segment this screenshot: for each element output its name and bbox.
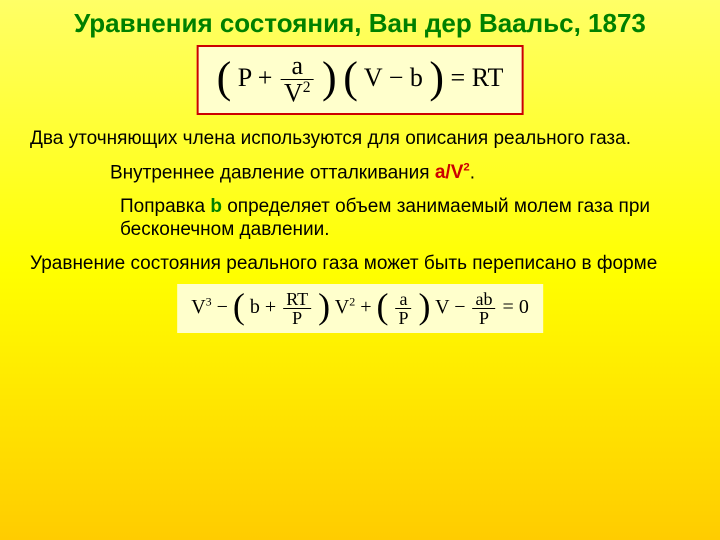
p2-post: .: [470, 162, 475, 183]
p3-pre: Поправка: [120, 196, 210, 217]
paragraph-4: Уравнение состояния реального газа может…: [30, 252, 690, 276]
p3-b: b: [210, 196, 222, 217]
lparen-icon-4: (: [377, 292, 389, 321]
p2-pre: Внутреннее давление отталкивания: [110, 162, 435, 183]
eq2-frac-RTP: RT P: [283, 290, 311, 327]
eq1-minus: −: [389, 63, 404, 92]
eq2-b: b: [250, 296, 260, 318]
eq2-V2: V2: [335, 296, 355, 318]
eq2-minus2: −: [454, 296, 465, 318]
eq1-b: b: [410, 63, 423, 92]
eq2-V: V: [435, 296, 449, 318]
eq2-P3: P: [473, 309, 496, 327]
eq1-V2: V2: [281, 80, 314, 107]
eq2-a: a: [396, 290, 412, 309]
eq1-V: V: [364, 63, 382, 92]
eq1-P: P: [238, 63, 252, 92]
paragraph-3: Поправка b определяет объем занимаемый м…: [120, 195, 680, 243]
eq1-plus: +: [258, 63, 273, 92]
page-title: Уравнения состояния, Ван дер Ваальс, 187…: [0, 0, 720, 39]
rparen-icon-4: ): [419, 292, 431, 321]
eq2-P1: P: [283, 309, 311, 327]
p2-term: a/V2: [435, 162, 470, 183]
lparen-icon-2: (: [343, 60, 358, 95]
eq2-zero: 0: [519, 296, 529, 318]
eq2-ab: ab: [473, 290, 496, 309]
equation-2: V3 − ( b + RT P ) V2 + ( a P ) V − ab P …: [191, 296, 529, 318]
paragraph-1: Два уточняющих члена используются для оп…: [30, 127, 690, 151]
equation-1-box: ( P + a V2 ) ( V − b ) = RT: [197, 45, 524, 115]
eq1-RT: RT: [472, 63, 504, 92]
rparen-icon-3: ): [318, 292, 330, 321]
eq2-eq: =: [503, 296, 514, 318]
equation-2-box: V3 − ( b + RT P ) V2 + ( a P ) V − ab P …: [177, 284, 543, 333]
eq2-P2: P: [396, 309, 412, 327]
eq2-plus2: +: [360, 296, 371, 318]
paragraph-2: Внутреннее давление отталкивания a/V2.: [110, 161, 680, 185]
eq2-V3: V3: [191, 296, 211, 318]
eq2-RT: RT: [283, 290, 311, 309]
lparen-icon-3: (: [233, 292, 245, 321]
equation-1: ( P + a V2 ) ( V − b ) = RT: [217, 63, 504, 92]
eq1-a: a: [281, 53, 314, 80]
rparen-icon: ): [322, 60, 337, 95]
eq2-frac-abP: ab P: [473, 290, 496, 327]
eq1-eq: =: [451, 63, 466, 92]
eq1-frac-aV2: a V2: [281, 53, 314, 107]
eq2-minus1: −: [217, 296, 228, 318]
lparen-icon: (: [217, 60, 232, 95]
rparen-icon-2: ): [429, 60, 444, 95]
eq2-plus1: +: [265, 296, 276, 318]
eq2-frac-aP: a P: [396, 290, 412, 327]
